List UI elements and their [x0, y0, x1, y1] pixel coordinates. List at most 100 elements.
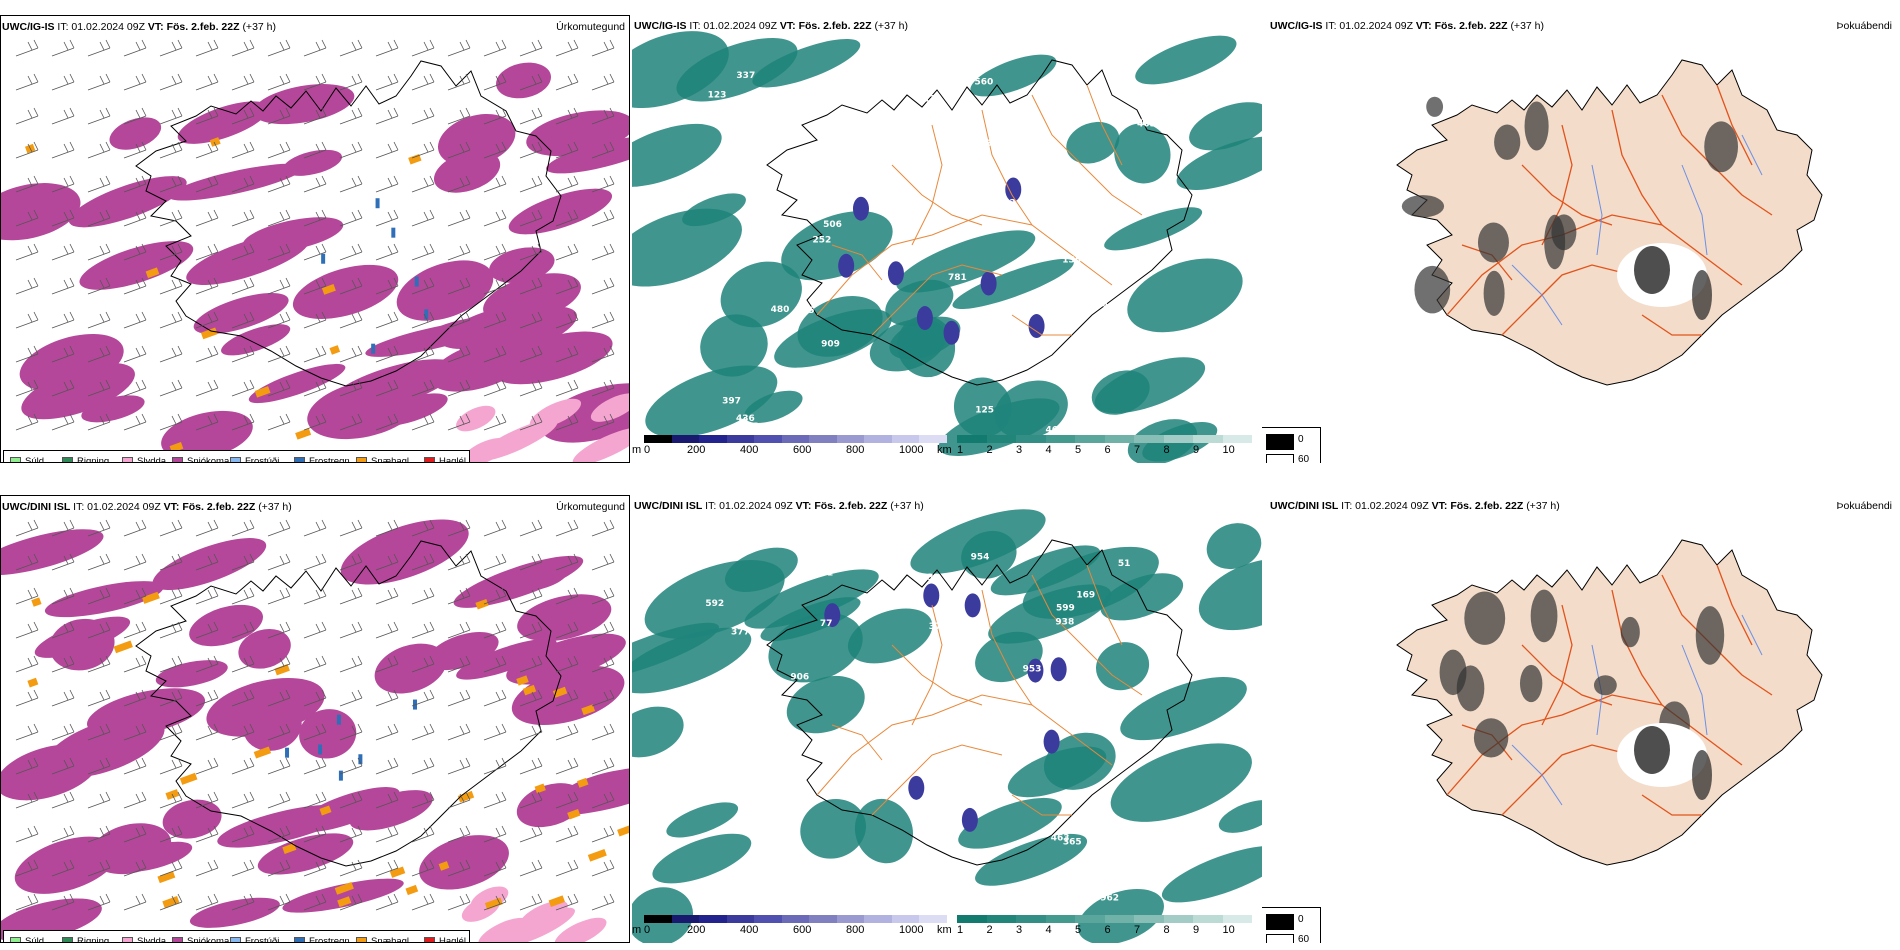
colorbar-km-tick: 9: [1193, 924, 1200, 936]
legend-label: Súld: [25, 456, 45, 463]
visibility-value-label: 49: [831, 905, 844, 915]
visibility-value-label: 647: [880, 116, 899, 126]
lead-time: (+37 h): [242, 21, 276, 33]
legend-label: Rigning: [77, 456, 110, 463]
colorbar-m-tick: 200: [687, 444, 706, 456]
colorbar-km-tick: 6: [1104, 924, 1111, 936]
colorbar-km-tick: 3: [1016, 924, 1023, 936]
model-name: UWC/IG-IS: [1270, 20, 1323, 32]
fog-legend-label: 60: [1298, 934, 1310, 943]
valid-time: Fös. 2.feb. 22Z: [166, 21, 240, 33]
visibility-value-label: 300: [821, 207, 840, 217]
colorbar-km-segment: [1193, 915, 1223, 923]
colorbar-km-tick: 7: [1134, 444, 1141, 456]
fog-panel: Skyggni UWC/IG-IS IT: 01.02.2024 09Z VT:…: [1262, 15, 1892, 463]
legend-item: Frostúði: [230, 456, 280, 463]
valid-time-label: VT:: [1431, 500, 1451, 512]
colorbar-m-tick: 0: [644, 444, 651, 456]
legend-label: Frostregn: [309, 936, 350, 943]
colorbar-km-tick: 4: [1045, 444, 1052, 456]
init-time: IT: 01.02.2024 09Z: [705, 500, 796, 512]
colorbar-km-tick: 7: [1134, 924, 1141, 936]
colorbar-km-segment: [1045, 435, 1075, 443]
colorbar-km-segment: [1104, 435, 1134, 443]
fog-legend-swatch: [1266, 934, 1294, 943]
legend-item: Snæhagl: [356, 456, 409, 462]
visibility-value-label: 962: [831, 750, 850, 760]
visibility-value-label: 321: [987, 604, 1006, 614]
visibility-value-label: 920: [748, 156, 767, 166]
model-name: UWC/DINI ISL: [2, 501, 71, 513]
visibility-value-label: 995: [1102, 302, 1121, 312]
iceland-outline: [135, 60, 562, 387]
panel-header: UWC/DINI ISL IT: 01.02.2024 09Z VT: Fös.…: [634, 500, 924, 512]
colorbar-km-segment: [1075, 435, 1105, 443]
visibility-value-label: 105: [796, 306, 815, 316]
fog-legend-label: 60: [1298, 454, 1310, 463]
panel-title: Úrkomutegund: [556, 501, 625, 513]
visibility-value-label: 436: [736, 414, 755, 424]
legend-item: Slydda: [122, 936, 166, 942]
valid-time-label: VT:: [1415, 20, 1435, 32]
visibility-value-label: 33: [927, 573, 940, 583]
panel-title: Þokuábendi: [1836, 500, 1892, 512]
visibility-value-label: 953: [1023, 664, 1042, 674]
visibility-value-label: 121: [1044, 301, 1063, 311]
lead-time: (+37 h): [874, 20, 908, 32]
colorbar-km-segment: [1222, 435, 1252, 443]
legend-item: Súld: [10, 456, 45, 463]
fog-map: [1396, 539, 1823, 866]
colorbar-m-segment: [726, 435, 754, 443]
visibility-value-label: 123: [708, 90, 727, 100]
visibility-value-label: 209: [929, 697, 948, 707]
colorbar-m-segment: [671, 915, 699, 923]
visibility-value-label: 503: [1034, 305, 1053, 315]
valid-time-label: VT:: [147, 21, 167, 33]
colorbar-km-tick: 1: [957, 444, 964, 456]
visibility-values: 995 870 403 460 506 436 503 283 480 587 12 781 32 300…: [708, 71, 1156, 435]
legend-swatch: [122, 937, 133, 942]
valid-time: Fös. 2.feb. 22Z: [1450, 500, 1524, 512]
colorbar-m-tick: 200: [687, 924, 706, 936]
valid-time-label: VT:: [163, 501, 183, 513]
legend-label: Frostúði: [245, 456, 280, 463]
visibility-value-label: 463: [1051, 833, 1070, 843]
visibility-value-label: 102: [997, 199, 1016, 209]
colorbar-km-tick: 1: [957, 924, 964, 936]
legend-swatch: [356, 937, 367, 942]
legend-item: Snjókoma: [172, 456, 229, 462]
visibility-value-label: 168: [902, 394, 921, 404]
visibility-value-label: 506: [823, 220, 842, 230]
colorbar-km-segment: [1163, 915, 1193, 923]
visibility-value-label: 909: [821, 339, 840, 349]
visibility-value-label: 13: [747, 422, 760, 432]
colorbar-km-segment: [1193, 435, 1223, 443]
visibility-value-label: 155: [1062, 256, 1081, 266]
colorbar-m-segment: [809, 435, 837, 443]
legend-swatch: [62, 937, 73, 942]
legend-label: Haglél: [439, 936, 466, 943]
colorbar-unit-km: km: [937, 444, 952, 456]
visibility-value-label: 247: [1111, 835, 1130, 845]
colorbar-km-segment: [1134, 915, 1164, 923]
colorbar-m-segment: [781, 435, 809, 443]
fog-legend-label: 0: [1298, 434, 1304, 445]
panel-header: UWC/DINI ISL IT: 01.02.2024 09Z VT: Fös.…: [2, 501, 292, 513]
colorbar-km-tick: 4: [1045, 924, 1052, 936]
visibility-value-label: 169: [1076, 591, 1095, 601]
legend-item: Rigning: [62, 936, 109, 942]
legend-label: Frostúði: [245, 936, 280, 943]
wind-barbs: [15, 39, 615, 431]
colorbar-m-tick: 0: [644, 924, 651, 936]
visibility-value-label: 178: [850, 152, 869, 162]
colorbar-m-segment: [836, 435, 864, 443]
colorbar-km-tick: 10: [1222, 924, 1235, 936]
legend-item: Frostregn: [294, 456, 350, 462]
visibility-panel: UWC/DINI ISL IT: 01.02.2024 09Z VT: Fös.…: [632, 495, 1262, 943]
colorbar-m-segment: [754, 435, 782, 443]
colorbar-km-tick: 8: [1163, 924, 1170, 936]
visibility-value-label: 252: [813, 236, 832, 246]
visibility-value-label: 939: [1078, 857, 1097, 867]
visibility-value-label: 941: [1128, 118, 1147, 128]
colorbar-m-segment: [836, 915, 864, 923]
